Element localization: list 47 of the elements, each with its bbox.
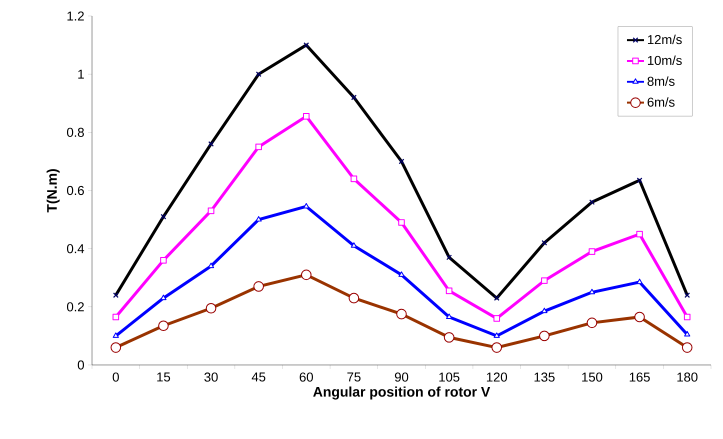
point <box>398 271 405 277</box>
point <box>588 248 596 255</box>
y-axis-title: T(N.m) <box>46 169 60 212</box>
point <box>684 314 690 320</box>
x-axis-title: Angular position of rotor V <box>313 386 490 400</box>
point <box>684 330 690 336</box>
point <box>302 113 310 120</box>
x-tick-label: 120 <box>486 372 508 382</box>
y-tick-label: 0.4 <box>66 244 84 254</box>
point <box>350 176 358 182</box>
x-tick-label: 30 <box>204 372 218 382</box>
y-tick-label: 1 <box>78 70 84 79</box>
x-tick-label: 165 <box>630 372 650 382</box>
point <box>208 208 214 214</box>
point <box>255 144 262 150</box>
x-tick-label: 150 <box>582 372 602 382</box>
y-tick-label: 0 <box>78 360 84 370</box>
point <box>112 314 120 320</box>
point <box>112 332 119 338</box>
point <box>446 288 452 294</box>
point <box>636 230 643 238</box>
point <box>493 315 500 322</box>
point <box>398 219 405 226</box>
x-tick-label: 45 <box>252 372 266 382</box>
point <box>494 332 500 338</box>
point <box>160 256 167 264</box>
x-tick-label: 60 <box>300 372 313 382</box>
legend-label: 12m/s <box>648 34 682 44</box>
y-tick-label: 1.2 <box>67 11 84 21</box>
legend-label: 8m/s <box>648 76 675 86</box>
legend-label: 10m/s <box>648 56 682 66</box>
legend-label: 6m/s <box>648 97 675 107</box>
x-tick-label: 75 <box>347 372 361 382</box>
point <box>541 277 548 284</box>
x-tick-label: 15 <box>157 372 170 382</box>
x-tick-label: 90 <box>394 372 408 382</box>
y-tick-label: 0.8 <box>66 128 84 137</box>
x-tick-label: 135 <box>534 372 555 382</box>
point <box>208 262 214 268</box>
y-tick-label: 0.6 <box>66 186 84 196</box>
point <box>256 216 262 222</box>
point <box>636 278 643 284</box>
point <box>160 294 167 300</box>
x-tick-label: 0 <box>112 372 119 382</box>
x-tick-label: 105 <box>439 372 460 382</box>
x-tick-label: 180 <box>677 372 698 382</box>
y-tick-label: 0.2 <box>66 302 84 312</box>
